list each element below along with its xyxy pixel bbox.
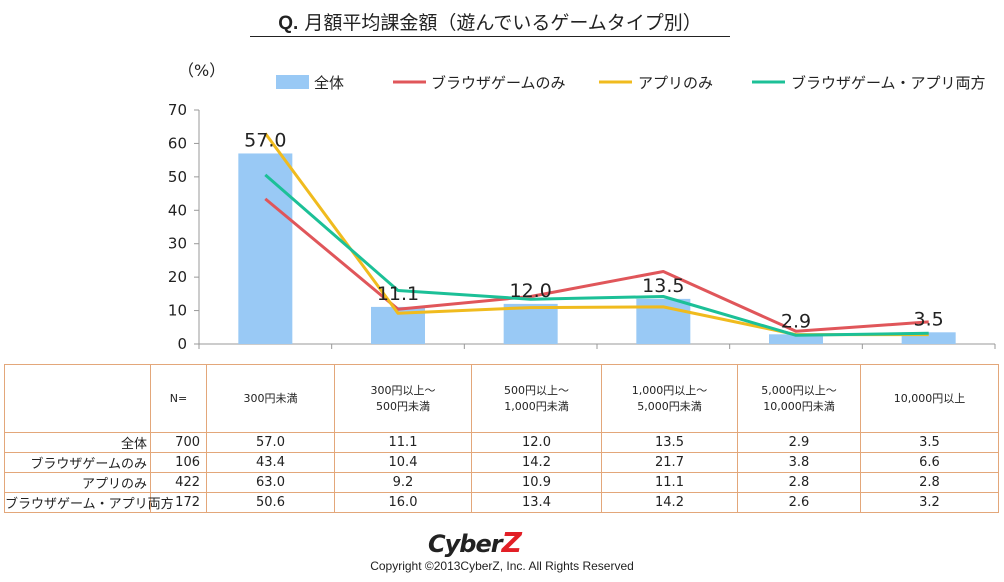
y-axis-unit: （%） <box>178 61 225 80</box>
column-header-line: 1,000円未満 <box>504 399 569 413</box>
table-cell: 11.1 <box>601 472 738 493</box>
column-header-line: 500円未満 <box>376 399 430 413</box>
y-tick-label: 0 <box>177 335 187 353</box>
table-cell: 3.5 <box>860 432 999 453</box>
table-cell: 57.0 <box>206 432 335 453</box>
table-cell: 2.8 <box>860 472 999 493</box>
table-cell: 16.0 <box>334 492 472 513</box>
table-cell: 2.8 <box>737 472 861 493</box>
bar <box>769 334 823 344</box>
column-header-line: 10,000円以上 <box>893 391 966 405</box>
table-cell: 13.5 <box>601 432 738 453</box>
table-row: ブラウザゲーム・アプリ両方 172 50.6 16.0 13.4 14.2 2.6 3.2 <box>4 492 999 513</box>
row-label: ブラウザゲームのみ <box>4 452 151 473</box>
column-header: 500円以上～ 1,000円未満 <box>471 364 602 433</box>
legend-swatch <box>276 75 309 89</box>
y-tick-label: 40 <box>168 201 187 219</box>
table-cell: 10.4 <box>334 452 472 473</box>
column-header-line: 10,000円未満 <box>763 399 835 413</box>
table-cell: 14.2 <box>601 492 738 513</box>
table-cell: 43.4 <box>206 452 335 473</box>
row-n: 172 <box>150 492 207 513</box>
y-tick-label: 70 <box>168 101 187 119</box>
legend-label: アプリのみ <box>638 74 713 92</box>
column-header: 5,000円以上～ 10,000円未満 <box>737 364 861 433</box>
column-header: 300円以上～ 500円未満 <box>334 364 472 433</box>
bar-data-label: 12.0 <box>510 280 552 302</box>
chart: 全体 ブラウザゲームのみ アプリのみ ブラウザゲーム・アプリ両方 0 10 20 30 40 5… <box>168 61 996 353</box>
series-line <box>264 197 929 333</box>
table-cell: 63.0 <box>206 472 335 493</box>
data-table: N= 300円未満 300円以上～ 500円未満 500円以上～ 1,000円未満 1,00… <box>4 364 999 513</box>
chart-title: Q. 月額平均課金額（遊んでいるゲームタイプ別） <box>250 8 730 37</box>
table-cell: 14.2 <box>471 452 602 473</box>
row-label: アプリのみ <box>4 472 151 493</box>
bar-data-label: 57.0 <box>244 129 286 151</box>
table-cell: 9.2 <box>334 472 472 493</box>
cyberz-logo: CyberZ <box>428 526 522 559</box>
legend-label: ブラウザゲームのみ <box>431 74 566 92</box>
copyright-text: Copyright ©2013CyberZ, Inc. All Rights R… <box>370 559 634 573</box>
y-tick-label: 10 <box>168 302 187 320</box>
y-tick-label: 60 <box>168 134 187 152</box>
table-row: アプリのみ 422 63.0 9.2 10.9 11.1 2.8 2.8 <box>4 472 999 493</box>
column-header-line: 300円未満 <box>243 391 298 405</box>
row-label: ブラウザゲーム・アプリ両方 <box>4 492 174 513</box>
table-cell: 13.4 <box>471 492 602 513</box>
y-tick-label: 20 <box>168 268 187 286</box>
table-cell: 10.9 <box>471 472 602 493</box>
column-header: 300円未満 <box>206 364 335 433</box>
bar <box>503 303 558 344</box>
row-label: 全体 <box>4 432 151 453</box>
table-cell: 21.7 <box>601 452 738 473</box>
column-header: 10,000円以上 <box>860 364 999 433</box>
row-n: 422 <box>150 472 207 493</box>
table-cell: 2.6 <box>737 492 861 513</box>
bar <box>238 153 293 344</box>
y-tick-label: 30 <box>168 235 187 253</box>
table-cell: 6.6 <box>860 452 999 473</box>
table-cell: 11.1 <box>334 432 472 453</box>
bar-data-label: 3.5 <box>914 308 944 330</box>
column-header-line: 500円以上～ <box>504 383 569 397</box>
column-header-line: 300円以上～ <box>370 383 436 397</box>
column-header-line: 1,000円以上～ <box>631 383 708 397</box>
chart-legend: 全体 ブラウザゲームのみ アプリのみ ブラウザゲーム・アプリ両方 <box>276 74 986 92</box>
legend-label: ブラウザゲーム・アプリ両方 <box>791 74 986 92</box>
column-header: 1,000円以上～ 5,000円未満 <box>601 364 738 433</box>
table-cell: 2.9 <box>737 432 861 453</box>
table-cell: 50.6 <box>206 492 335 513</box>
row-n: 106 <box>150 452 207 473</box>
table-cell: 3.2 <box>860 492 999 513</box>
bar-data-label: 11.1 <box>377 283 419 305</box>
table-cell: 3.8 <box>737 452 861 473</box>
series-line <box>264 173 929 337</box>
y-tick-label: 50 <box>168 168 187 186</box>
column-header-line: 5,000円未満 <box>637 399 702 413</box>
bar <box>901 332 956 344</box>
table-cell: 12.0 <box>471 432 602 453</box>
table-corner <box>4 364 151 433</box>
table-row: 全体 700 57.0 11.1 12.0 13.5 2.9 3.5 <box>4 432 999 453</box>
series-line <box>264 132 929 337</box>
row-n: 700 <box>150 432 207 453</box>
bar-data-label: 2.9 <box>781 310 811 332</box>
n-header: N= <box>150 364 207 433</box>
table-row: ブラウザゲームのみ 106 43.4 10.4 14.2 21.7 3.8 6.6 <box>4 452 999 473</box>
legend-label: 全体 <box>314 74 344 92</box>
column-header-line: 5,000円以上～ <box>761 383 837 397</box>
bar-data-label: 13.5 <box>642 275 684 297</box>
